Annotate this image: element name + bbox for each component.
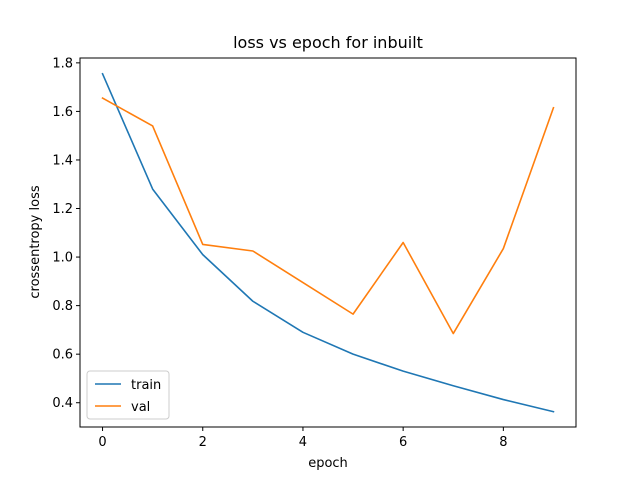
y-tick-label: 1.2	[52, 202, 73, 217]
legend-box	[86, 370, 170, 420]
x-tick-label: 6	[399, 435, 407, 450]
legend: train val	[86, 370, 170, 420]
y-tick-label: 1.4	[52, 153, 73, 168]
y-axis-label: crossentropy loss	[28, 185, 43, 298]
series-line-val	[101, 96, 555, 335]
plot-area	[80, 58, 576, 427]
y-tick-label: 0.6	[52, 348, 73, 363]
y-tick-label: 0.4	[52, 396, 73, 411]
x-tick-label: 0	[98, 435, 106, 450]
x-tick-label: 2	[199, 435, 207, 450]
x-axis-label: epoch	[308, 456, 348, 471]
y-axis-ticks: 0.4 0.6 0.8 1.0 1.2 1.4 1.6 1.8	[52, 56, 80, 411]
x-axis-ticks: 0 2 4 6 8	[98, 427, 507, 450]
x-tick-label: 8	[499, 435, 507, 450]
y-tick-label: 0.8	[52, 299, 73, 314]
chart-title: loss vs epoch for inbuilt	[233, 33, 423, 52]
legend-label-val: val	[131, 400, 150, 415]
plot-frame	[79, 57, 577, 428]
series-lines	[101, 72, 555, 413]
y-tick-label: 1.8	[52, 56, 73, 71]
x-tick-label: 4	[299, 435, 307, 450]
legend-label-train: train	[131, 378, 161, 393]
y-tick-label: 1.0	[52, 251, 73, 266]
y-tick-label: 1.6	[52, 105, 73, 120]
series-line-train	[101, 72, 555, 413]
